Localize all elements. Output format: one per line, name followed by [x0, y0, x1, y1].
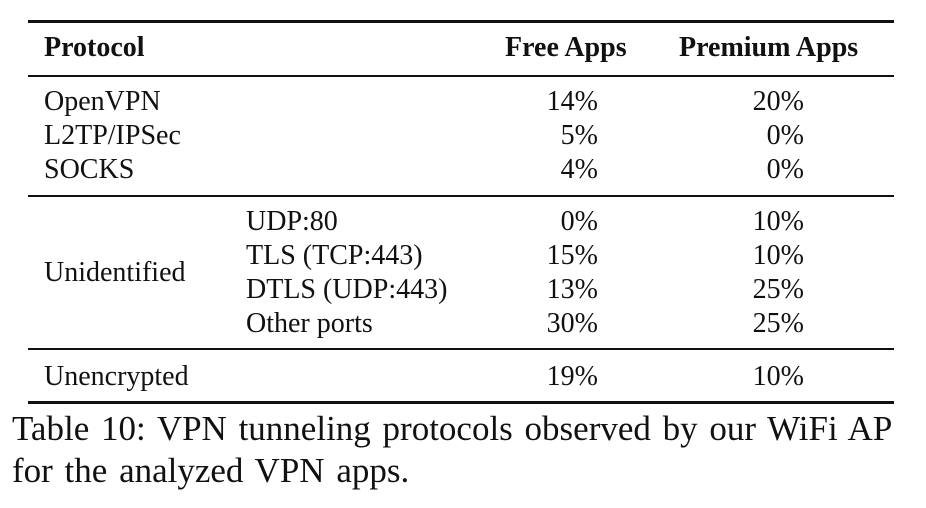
protocol-name: OpenVPN — [44, 86, 161, 117]
free-value: 13% — [546, 274, 598, 305]
free-value: 30% — [546, 308, 598, 339]
premium-value: 20% — [752, 86, 804, 117]
top-rule — [28, 20, 894, 23]
port-name: DTLS (UDP:443) — [246, 274, 448, 305]
header-rule — [28, 75, 894, 77]
table-caption: Table 10: VPN tunneling protocols observ… — [12, 409, 891, 490]
header-protocol: Protocol — [44, 32, 145, 63]
free-value: 5% — [560, 120, 598, 151]
section-rule-1 — [28, 195, 894, 197]
unidentified-label: Unidentified — [44, 257, 186, 288]
port-name: Other ports — [246, 308, 373, 339]
header-premium-apps: Premium Apps — [679, 32, 859, 63]
protocol-name: SOCKS — [44, 154, 135, 185]
port-name: UDP:80 — [246, 206, 338, 237]
free-value: 0% — [560, 206, 598, 237]
section-rule-2 — [28, 348, 894, 350]
premium-value: 10% — [752, 240, 804, 271]
premium-value: 0% — [766, 120, 804, 151]
premium-value: 0% — [766, 154, 804, 185]
protocol-name: L2TP/IPSec — [44, 120, 181, 151]
premium-value: 10% — [752, 361, 804, 392]
port-name: TLS (TCP:443) — [246, 240, 423, 271]
free-value: 15% — [546, 240, 598, 271]
free-value: 19% — [546, 361, 598, 392]
free-value: 4% — [560, 154, 598, 185]
premium-value: 25% — [752, 308, 804, 339]
premium-value: 25% — [752, 274, 804, 305]
premium-value: 10% — [752, 206, 804, 237]
bottom-rule — [28, 401, 894, 404]
protocol-name: Unencrypted — [44, 361, 189, 392]
free-value: 14% — [546, 86, 598, 117]
header-free-apps: Free Apps — [505, 32, 627, 63]
